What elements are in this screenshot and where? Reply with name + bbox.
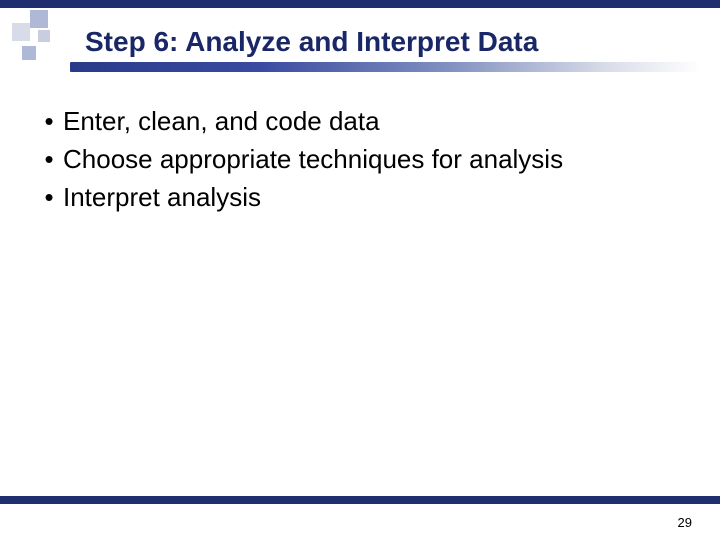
decoration-square xyxy=(30,10,48,28)
slide-title: Step 6: Analyze and Interpret Data xyxy=(70,20,700,62)
page-number: 29 xyxy=(678,515,692,530)
corner-decoration xyxy=(10,8,70,68)
bullet-icon: • xyxy=(35,143,63,177)
title-underline xyxy=(70,62,700,72)
decoration-square xyxy=(12,23,30,41)
list-item: • Interpret analysis xyxy=(35,181,660,215)
bullet-icon: • xyxy=(35,105,63,139)
bottom-accent-bar xyxy=(0,496,720,504)
bullet-list: • Enter, clean, and code data • Choose a… xyxy=(35,105,660,218)
bullet-text: Enter, clean, and code data xyxy=(63,105,660,139)
list-item: • Choose appropriate techniques for anal… xyxy=(35,143,660,177)
bullet-icon: • xyxy=(35,181,63,215)
title-container: Step 6: Analyze and Interpret Data xyxy=(70,20,700,75)
list-item: • Enter, clean, and code data xyxy=(35,105,660,139)
decoration-square xyxy=(22,46,36,60)
bullet-text: Interpret analysis xyxy=(63,181,660,215)
bullet-text: Choose appropriate techniques for analys… xyxy=(63,143,660,177)
top-accent-bar xyxy=(0,0,720,8)
decoration-square xyxy=(38,30,50,42)
